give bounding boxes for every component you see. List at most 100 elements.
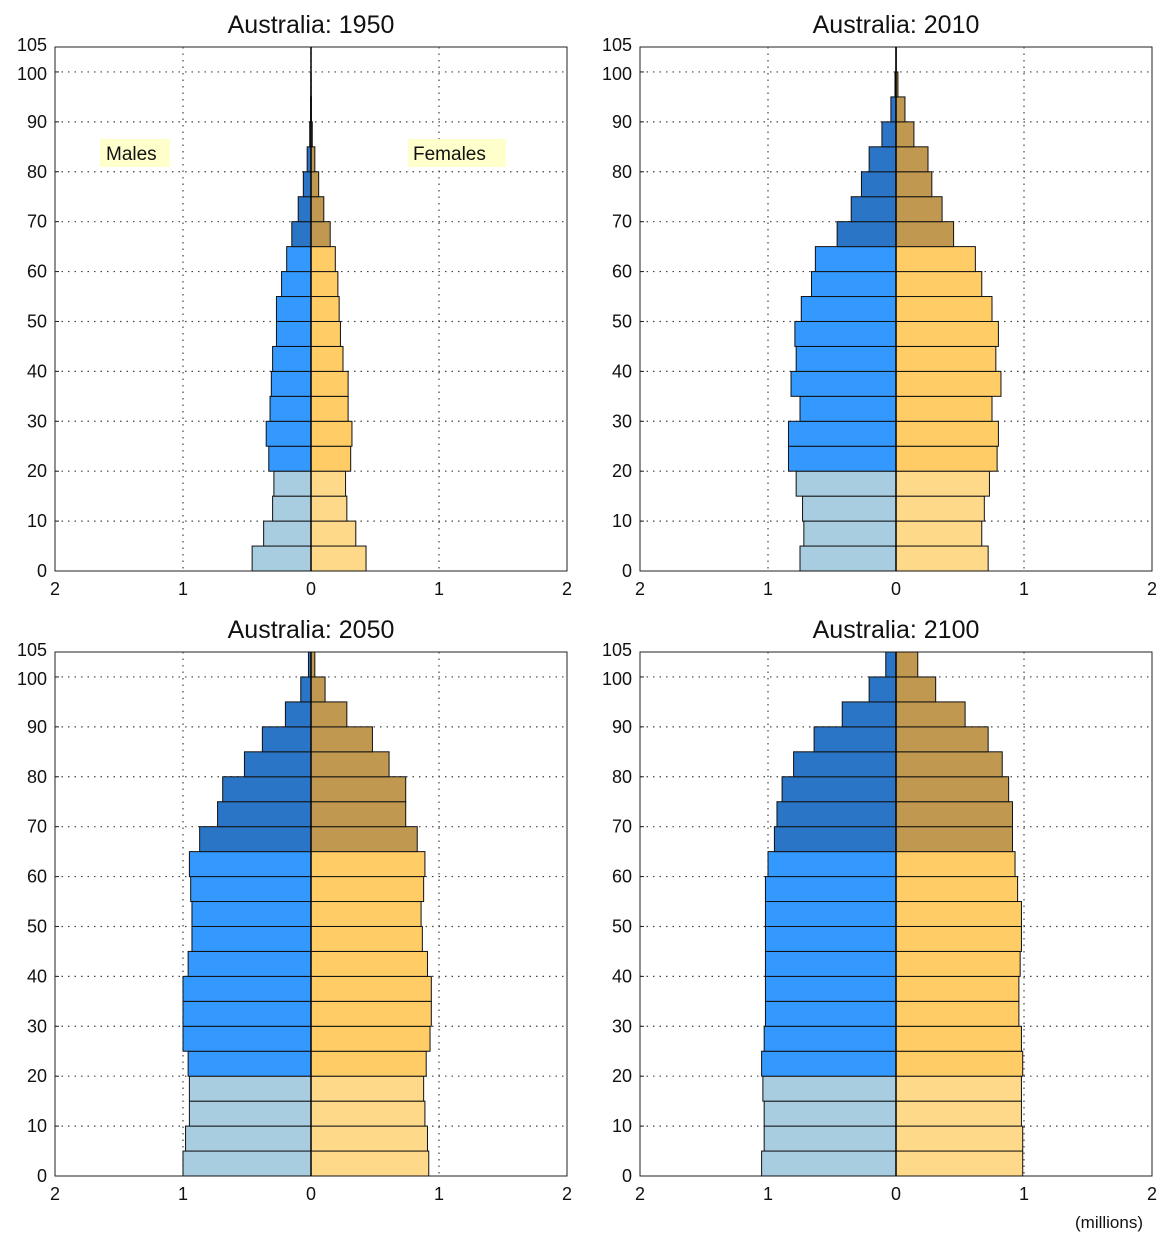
male-bar-90-94 [841, 701, 897, 728]
y-tick-label: 70 [612, 817, 632, 837]
y-tick-label: 100 [602, 669, 632, 689]
y-tick-label: 40 [612, 966, 632, 986]
y-tick-label: 60 [27, 262, 47, 282]
y-tick-label: 0 [622, 1166, 632, 1186]
male-bar-60-64 [814, 246, 897, 273]
female-bar-85-89 [310, 726, 373, 753]
male-bar-0-4 [251, 545, 312, 572]
female-bar-90-94 [895, 96, 906, 123]
female-bar-20-24 [310, 445, 352, 472]
male-bar-55-59 [281, 271, 312, 298]
male-bar-35-39 [182, 975, 312, 1002]
female-bar-35-39 [895, 370, 1002, 397]
y-tick-label: 20 [612, 1066, 632, 1086]
female-bar-70-74 [310, 801, 407, 828]
x-tick-label: 2 [562, 579, 572, 599]
male-bar-65-69 [291, 221, 312, 248]
female-bar-40-44 [895, 345, 997, 372]
pyramid-panel-1: Australia: 19500102030405060708090100105… [17, 11, 572, 599]
female-bar-10-14 [895, 495, 985, 522]
male-bar-60-64 [767, 851, 897, 878]
female-bar-80-84 [895, 751, 1003, 778]
female-bar-25-29 [895, 1025, 1022, 1052]
male-bar-30-34 [182, 1000, 312, 1027]
female-bar-0-4 [310, 1150, 430, 1177]
female-bar-85-89 [895, 726, 989, 753]
male-bar-10-14 [188, 1100, 312, 1127]
female-bar-75-79 [895, 171, 933, 198]
x-tick-label: 0 [306, 579, 316, 599]
male-bar-75-79 [860, 171, 897, 198]
y-tick-label: 100 [602, 64, 632, 84]
y-tick-label: 20 [612, 461, 632, 481]
male-bar-15-19 [795, 470, 897, 497]
legend-box [100, 139, 170, 167]
x-tick-label: 2 [562, 1184, 572, 1204]
female-bar-5-9 [895, 1125, 1024, 1152]
male-bar-95-99 [868, 676, 897, 703]
y-tick-label: 10 [27, 1116, 47, 1136]
female-bar-75-79 [310, 776, 407, 803]
y-tick-label: 10 [27, 511, 47, 531]
female-bar-50-54 [895, 296, 993, 322]
female-bar-30-34 [895, 395, 993, 422]
male-bar-55-59 [190, 876, 312, 903]
y-tick-label: 30 [612, 411, 632, 431]
x-tick-label: 1 [434, 1184, 444, 1204]
female-bar-15-19 [310, 470, 347, 497]
male-bar-70-74 [776, 801, 897, 828]
female-bar-0-4 [310, 545, 367, 572]
male-bar-0-4 [182, 1150, 312, 1177]
male-bar-0-4 [799, 545, 897, 572]
male-bar-5-9 [803, 520, 897, 547]
male-bar-85-89 [261, 726, 312, 753]
female-bar-75-79 [895, 776, 1010, 803]
female-bar-45-49 [895, 925, 1022, 952]
x-tick-label: 2 [50, 1184, 60, 1204]
male-bar-80-84 [868, 146, 897, 173]
y-tick-label: 100 [17, 669, 47, 689]
male-bar-20-24 [268, 445, 312, 472]
legend-label: Males [106, 144, 157, 165]
female-bar-40-44 [310, 950, 428, 977]
chart-title: Australia: 2010 [813, 11, 980, 39]
y-tick-label: 40 [612, 361, 632, 381]
female-bar-60-64 [895, 851, 1016, 878]
chart-title: Australia: 2050 [228, 616, 395, 644]
y-tick-label: 105 [17, 35, 47, 55]
y-tick-label: 10 [612, 511, 632, 531]
male-bar-40-44 [795, 345, 897, 372]
male-bar-65-69 [836, 221, 897, 248]
male-bar-95-99 [300, 676, 312, 703]
y-tick-label: 90 [612, 717, 632, 737]
female-bar-10-14 [310, 1100, 426, 1127]
female-bar-90-94 [310, 701, 348, 728]
female-bar-40-44 [895, 950, 1021, 977]
female-bar-55-59 [895, 271, 983, 298]
female-bar-75-79 [310, 171, 320, 198]
female-bar-95-99 [895, 676, 937, 703]
y-tick-label: 80 [27, 767, 47, 787]
y-tick-label: 40 [27, 966, 47, 986]
x-tick-label: 1 [178, 1184, 188, 1204]
male-bar-35-39 [764, 975, 897, 1002]
female-bar-70-74 [310, 196, 325, 223]
male-bar-65-69 [199, 826, 312, 853]
male-bar-45-49 [764, 925, 897, 952]
female-bar-20-24 [895, 1050, 1024, 1077]
male-bar-60-64 [286, 246, 312, 273]
y-tick-label: 70 [27, 817, 47, 837]
x-tick-label: 0 [891, 579, 901, 599]
female-bar-50-54 [310, 901, 422, 927]
male-bar-50-54 [800, 296, 897, 322]
y-tick-label: 50 [612, 311, 632, 331]
male-bar-65-69 [773, 826, 897, 853]
x-tick-label: 1 [434, 579, 444, 599]
female-bar-25-29 [895, 420, 999, 447]
female-bar-45-49 [895, 320, 999, 347]
female-bar-45-49 [310, 925, 423, 952]
male-bar-20-24 [787, 445, 897, 472]
male-bar-40-44 [187, 950, 312, 977]
male-bar-80-84 [243, 751, 312, 778]
